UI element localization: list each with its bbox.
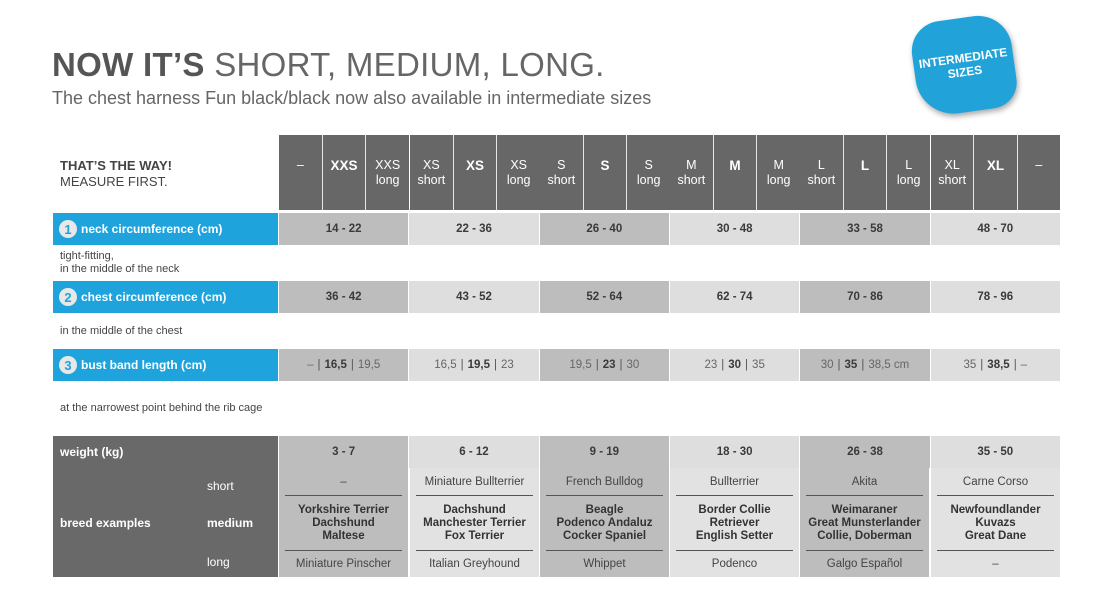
size-group-header: – XXS XXS long	[279, 135, 409, 210]
breed-medium: Dachshund Manchester Terrier Fox Terrier	[416, 496, 533, 551]
bust-value: 30 | 35 | 38,5 cm	[800, 349, 931, 381]
breed-medium: Beagle Podenco Andaluz Cocker Spaniel	[546, 496, 663, 551]
breed-long: –	[992, 558, 999, 570]
neck-value: 30 - 48	[669, 213, 801, 245]
size-header-cell: S	[584, 135, 628, 210]
neck-values-row: 14 - 22 22 - 36 26 - 40 30 - 48 33 - 58 …	[279, 213, 1060, 245]
neck-circumference-label: 1 neck circumference (cm)	[53, 213, 278, 245]
short-label: short	[207, 479, 234, 493]
weight-values-row: 3 - 7 6 - 12 9 - 19 18 - 30 26 - 38 35 -…	[279, 436, 1060, 468]
breed-column: Akita Weimaraner Great Munsterlander Collie…	[800, 468, 929, 577]
bust-value: 23 | 30 | 35	[669, 349, 801, 381]
neck-value: 33 - 58	[800, 213, 931, 245]
chest-value: 62 - 74	[669, 281, 801, 313]
breed-column: French Bulldog Beagle Podenco Andaluz Cocke…	[540, 468, 669, 577]
weight-value: 3 - 7	[279, 436, 410, 468]
bust-value: 19,5 | 23 | 30	[539, 349, 670, 381]
weight-label: weight (kg)	[53, 436, 278, 468]
size-header-cell: XL	[974, 135, 1018, 210]
neck-note: tight-fitting, in the middle of the neck	[60, 250, 180, 275]
bust-note: at the narrowest point behind the rib ca…	[60, 402, 263, 414]
size-header-cell: XXS	[323, 135, 367, 210]
size-header-cell: XS short	[410, 135, 454, 210]
size-header-cell: XS long	[506, 157, 531, 187]
page-title: NOW IT’S SHORT, MEDIUM, LONG.	[52, 46, 605, 83]
chest-values-row: 36 - 42 43 - 52 52 - 64 62 - 74 70 - 86 …	[279, 281, 1060, 313]
weight-value: 26 - 38	[800, 436, 931, 468]
breed-column: Miniature Bullterrier Dachshund Manchester…	[410, 468, 539, 577]
breed-long: Podenco	[711, 558, 758, 570]
step-2-badge: 2	[59, 288, 77, 306]
neck-value: 22 - 36	[409, 213, 540, 245]
medium-label: medium	[207, 516, 254, 530]
weight-value: 9 - 19	[539, 436, 670, 468]
breed-short: French Bulldog	[546, 468, 663, 496]
intermediate-sizes-badge: INTERMEDIATE SIZES	[907, 11, 1021, 119]
long-label: long	[207, 555, 230, 569]
bust-values-row: – | 16,5 | 19,5 16,5 | 19,5 | 23 19,5 | 23 | 30 23 | 30 | 3…	[279, 349, 1060, 381]
breed-examples-label: short breed examples medium long	[53, 468, 278, 577]
chest-value: 43 - 52	[409, 281, 540, 313]
weight-value: 6 - 12	[409, 436, 540, 468]
breed-long: Galgo Español	[826, 558, 903, 570]
breed-long: Miniature Pinscher	[295, 558, 392, 570]
neck-value: 26 - 40	[539, 213, 670, 245]
neck-value: 14 - 22	[279, 213, 410, 245]
step-1-badge: 1	[59, 220, 77, 238]
weight-value: 35 - 50	[930, 436, 1060, 468]
breed-long: Italian Greyhound	[429, 558, 520, 570]
breed-column: Bullterrier Border Collie Retriever English…	[670, 468, 799, 577]
bust-value: 16,5 | 19,5 | 23	[409, 349, 540, 381]
bust-value: 35 | 38,5 | –	[930, 349, 1060, 381]
breed-medium: Yorkshire Terrier Dachshund Maltese	[285, 496, 402, 551]
chest-value: 70 - 86	[800, 281, 931, 313]
size-header-cell: M	[714, 135, 758, 210]
size-header-cell: –	[1035, 157, 1043, 172]
size-header-cell: XXS long	[375, 157, 401, 187]
breed-medium: Weimaraner Great Munsterlander Collie, Dob…	[806, 496, 923, 551]
breed-column: – Yorkshire Terrier Dachshund Maltese Miniat…	[279, 468, 408, 577]
size-header-cell: XS	[454, 135, 498, 210]
size-group-header: XL short XL –	[931, 135, 1060, 210]
breed-short: Bullterrier	[676, 468, 793, 496]
breed-medium: Border Collie Retriever English Setter	[676, 496, 793, 551]
bust-band-length-label: 3 bust band length (cm)	[53, 349, 278, 381]
breed-short: Akita	[806, 468, 923, 496]
size-header-cell: XL short	[931, 135, 975, 210]
chest-value: 78 - 96	[930, 281, 1060, 313]
chest-note: in the middle of the chest	[60, 325, 183, 337]
breed-short: –	[285, 468, 402, 496]
breed-medium: Newfoundlander Kuvazs Great Dane	[937, 496, 1054, 551]
breed-column: Carne Corso Newfoundlander Kuvazs Great Dan…	[931, 468, 1060, 577]
weight-value: 18 - 30	[669, 436, 801, 468]
chest-value: 36 - 42	[279, 281, 410, 313]
header-instruction: THAT’S THE WAY! MEASURE FIRST.	[60, 158, 172, 189]
neck-value: 48 - 70	[930, 213, 1060, 245]
size-group-header: XS short XS XS long	[410, 135, 540, 210]
chest-value: 52 - 64	[539, 281, 670, 313]
breed-short: Carne Corso	[937, 468, 1054, 496]
chest-circumference-label: 2 chest circumference (cm)	[53, 281, 278, 313]
page-subtitle: The chest harness Fun black/black now al…	[52, 88, 652, 108]
breed-short: Miniature Bullterrier	[416, 468, 533, 496]
breed-long: Whippet	[583, 558, 626, 570]
step-3-badge: 3	[59, 356, 77, 374]
size-header-cell: –	[279, 135, 323, 210]
size-header-cell: L	[844, 135, 888, 210]
bust-value: – | 16,5 | 19,5	[279, 349, 410, 381]
